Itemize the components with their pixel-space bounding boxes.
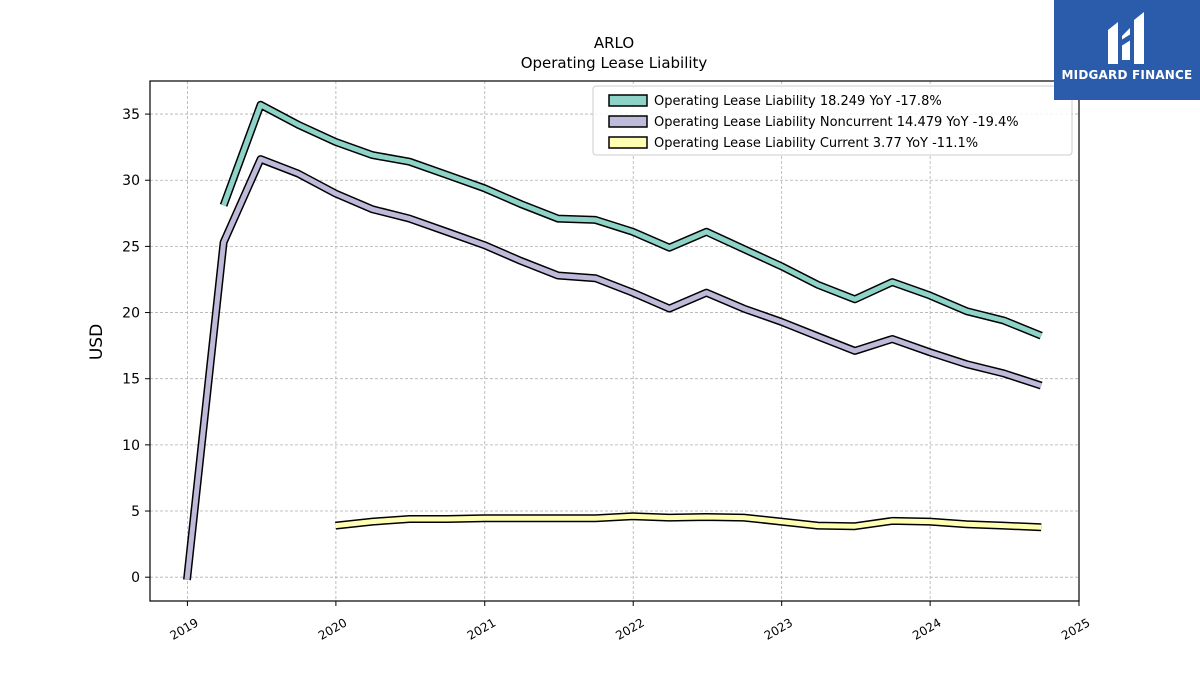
y-tick-label: 0 — [131, 570, 140, 586]
y-tick-label: 35 — [122, 107, 140, 123]
series-2 — [183, 155, 1043, 581]
series-line — [335, 513, 1042, 530]
brand-mark-icon — [1108, 12, 1144, 64]
x-tick-label: 2019 — [167, 615, 200, 642]
chart-subtitle: Operating Lease Liability — [521, 54, 708, 72]
x-tick-label: 2021 — [465, 615, 498, 642]
y-tick-label: 15 — [122, 372, 140, 388]
series-line — [184, 156, 1042, 581]
plot-frame — [149, 80, 1080, 602]
x-tick-label: 2023 — [762, 615, 795, 642]
y-tick-label: 25 — [122, 239, 140, 255]
y-tick-label: 30 — [122, 173, 140, 189]
y-tick-label: 20 — [122, 306, 140, 322]
brand-name: MIDGARD FINANCE — [1061, 68, 1193, 82]
series-layer — [183, 100, 1043, 581]
x-tick-label: 2020 — [316, 615, 349, 642]
legend-swatch — [608, 115, 648, 128]
y-tick-label: 10 — [122, 438, 140, 454]
x-tick-label: 2022 — [613, 615, 646, 642]
x-tick-label: 2025 — [1059, 615, 1092, 642]
series-1 — [219, 100, 1043, 340]
series-3 — [335, 512, 1042, 532]
legend-swatch — [608, 136, 648, 149]
legend-swatch — [608, 94, 648, 107]
legend-label: Operating Lease Liability 18.249 YoY -17… — [654, 94, 942, 109]
x-tick-label: 2024 — [910, 615, 943, 642]
legend-label: Operating Lease Liability Current 3.77 Y… — [654, 136, 978, 151]
brand-logo: MIDGARD FINANCE — [1054, 0, 1200, 100]
chart-legend: Operating Lease Liability 18.249 YoY -17… — [592, 85, 1073, 156]
legend-label: Operating Lease Liability Noncurrent 14.… — [654, 115, 1019, 130]
legend-frame — [592, 85, 1073, 156]
y-tick-label: 5 — [131, 504, 140, 520]
tick-layer: 2019 2020 2021 2022 2023 2024 2025051015202530… — [122, 107, 1092, 643]
chart-title: ARLO — [594, 34, 634, 52]
series-line — [221, 102, 1043, 339]
y-axis-label: USD — [87, 324, 107, 360]
